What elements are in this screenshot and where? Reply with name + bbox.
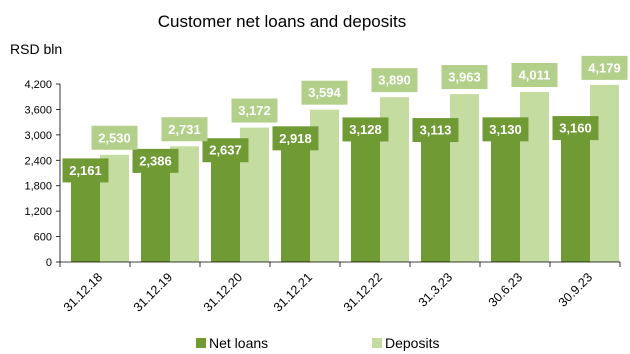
x-axis: 31.12.18 31.12.19 31.12.20 31.12.21 31.12.22… — [59, 261, 621, 315]
chart-title: Customer net loans and deposits — [158, 12, 407, 31]
x-tick-label: 31.12.19 — [131, 270, 175, 314]
data-label-box — [132, 148, 179, 173]
bar-net-loans — [421, 130, 450, 262]
bar-net-loans — [351, 129, 380, 262]
y-tick-label: 0 — [46, 257, 52, 269]
data-label: 2,918 — [279, 131, 312, 146]
data-label: 3,113 — [420, 123, 452, 138]
data-label: 2,731 — [168, 122, 201, 137]
bars — [71, 84, 619, 263]
data-label: 4,011 — [519, 68, 551, 83]
data-label-box — [202, 138, 249, 163]
data-label-box — [371, 68, 418, 93]
x-tick-label: 31.3.23 — [416, 270, 455, 309]
legend-label: Deposits — [385, 335, 439, 351]
legend: Net loans Deposits — [196, 335, 439, 351]
data-label: 3,130 — [489, 122, 522, 137]
data-label-box — [272, 126, 319, 151]
legend-label: Net loans — [209, 335, 268, 351]
y-tick-label: 3,600 — [24, 104, 52, 116]
data-label-box — [412, 118, 459, 143]
data-label: 4,179 — [588, 60, 621, 75]
y-tick-label: 1,800 — [24, 181, 52, 193]
x-tick-label: 30.6.23 — [486, 270, 525, 309]
x-tick-label: 31.12.20 — [201, 270, 245, 314]
data-label: 3,160 — [559, 121, 592, 136]
data-label-box — [511, 63, 558, 88]
data-label: 3,594 — [308, 85, 341, 100]
data-label: 2,637 — [209, 143, 242, 158]
data-label-box — [301, 80, 348, 105]
bar-net-loans — [561, 128, 590, 262]
x-tick-label: 31.12.22 — [341, 270, 385, 314]
y-tick-label: 1,200 — [24, 206, 52, 218]
bar-net-loans — [211, 150, 240, 262]
bar-deposits — [590, 84, 619, 262]
bar-net-loans — [141, 160, 170, 262]
data-label: 3,172 — [238, 103, 271, 118]
y-tick-label: 2,400 — [24, 155, 52, 167]
data-label-box — [91, 125, 138, 150]
data-label-box — [441, 65, 488, 90]
x-tick-label: 31.12.18 — [61, 270, 105, 314]
legend-swatch — [196, 338, 206, 348]
data-label: 2,161 — [69, 163, 102, 178]
data-label-box — [62, 158, 109, 183]
legend-swatch — [372, 338, 382, 348]
data-label: 3,128 — [349, 122, 382, 137]
data-labels: 2,161 2,386 2,637 2,918 3,128 3,113 3,130 3,160… — [62, 55, 628, 183]
data-label-box — [342, 117, 389, 142]
y-axis-unit-label: RSD bln — [10, 41, 62, 57]
y-axis: 0 600 1,200 1,800 2,400 3,000 3,600 4,200 — [24, 79, 61, 269]
data-label-box — [161, 117, 208, 142]
data-label-box — [482, 117, 529, 142]
bar-net-loans — [491, 129, 520, 262]
y-tick-label: 4,200 — [24, 79, 52, 91]
data-label: 3,963 — [448, 70, 481, 85]
data-label-box — [231, 98, 278, 123]
y-tick-label: 600 — [34, 232, 52, 244]
data-label: 2,530 — [98, 130, 131, 145]
y-tick-label: 3,000 — [24, 130, 52, 142]
data-label: 3,890 — [378, 73, 411, 88]
x-tick-label: 30.9.23 — [556, 270, 595, 309]
x-tick-label: 31.12.21 — [271, 270, 315, 314]
data-label: 2,386 — [139, 153, 172, 168]
data-label-box — [581, 55, 628, 80]
bar-net-loans — [71, 170, 100, 262]
data-label-box — [552, 116, 599, 141]
bar-net-loans — [281, 138, 310, 262]
